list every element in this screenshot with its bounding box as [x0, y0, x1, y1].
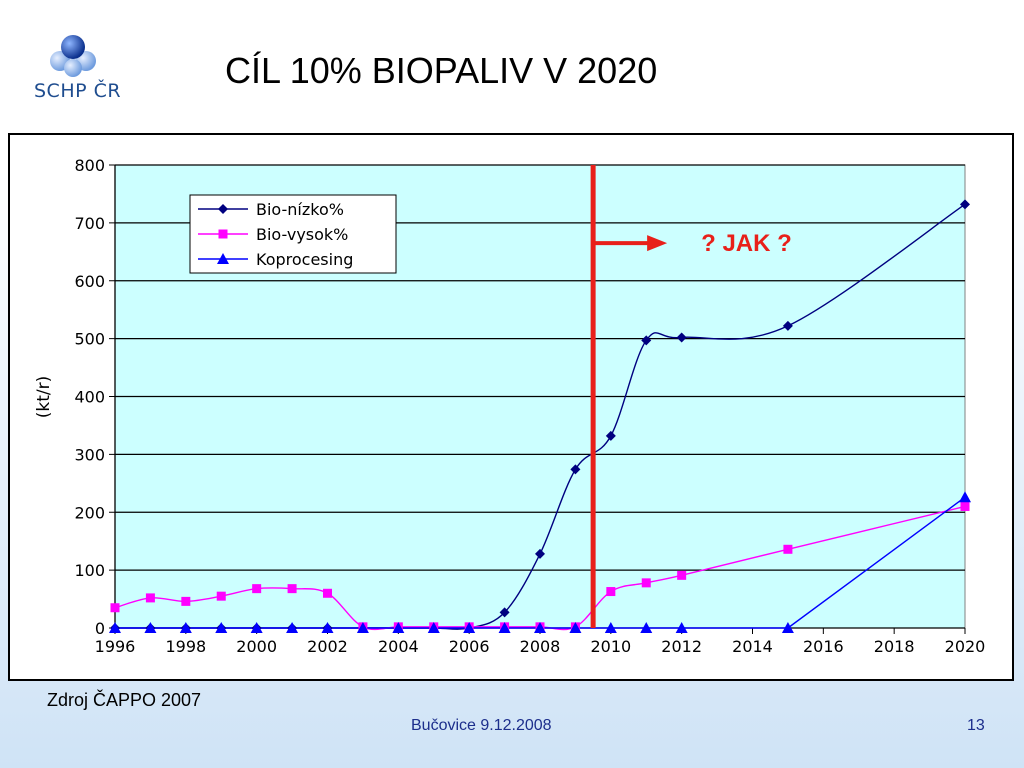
- data-point-1: [641, 578, 651, 588]
- data-point-0: [535, 548, 545, 559]
- data-point-0: [782, 320, 793, 331]
- y-tick-label: 300: [74, 445, 105, 464]
- chart-frame: 0 100 200 300 400 500 600 700 800 1996 1998 2000 200…: [8, 133, 1014, 681]
- data-point-1: [145, 593, 155, 603]
- x-tick-label: 2010: [590, 637, 631, 656]
- logo: [30, 30, 140, 110]
- y-tick-label: 800: [74, 156, 105, 175]
- data-point-2: [109, 622, 121, 633]
- logo-spheres-icon: [50, 35, 96, 77]
- y-axis-title: (kt/r): [34, 376, 54, 419]
- data-point-2: [569, 622, 582, 633]
- data-point-2: [356, 622, 369, 633]
- data-point-2: [427, 622, 440, 633]
- x-tick-label: 2014: [732, 637, 773, 656]
- source-note: Zdroj ČAPPO 2007: [47, 690, 202, 710]
- data-point-2: [179, 622, 192, 633]
- x-tick-label: 2012: [661, 637, 702, 656]
- y-tick-label: 600: [74, 272, 105, 291]
- data-point-2: [640, 622, 653, 633]
- data-point-0: [499, 607, 510, 618]
- y-tick-label: 700: [74, 214, 105, 233]
- x-tick-label: 2016: [803, 637, 844, 656]
- data-point-2: [250, 622, 263, 633]
- x-tick-label: 2000: [236, 637, 277, 656]
- data-point-1: [181, 596, 191, 606]
- x-tick-label: 1996: [95, 637, 136, 656]
- data-point-1: [287, 584, 297, 594]
- logo-text: SCHP ČR: [34, 80, 122, 102]
- data-point-1: [110, 603, 120, 613]
- y-tick-label: 100: [74, 561, 105, 580]
- data-point-2: [321, 622, 334, 633]
- legend-label: Koprocesing: [256, 250, 353, 269]
- y-tick-label: 500: [74, 330, 105, 349]
- annotation-text: ? JAK ?: [701, 230, 792, 257]
- data-point-1: [677, 570, 687, 580]
- data-point-0: [641, 335, 652, 346]
- data-point-0: [570, 464, 581, 475]
- x-tick-label: 2020: [945, 637, 986, 656]
- data-point-0: [605, 430, 616, 441]
- page-title: CÍL 10% BIOPALIV V 2020: [225, 50, 658, 91]
- data-point-1: [323, 588, 332, 598]
- data-point-2: [498, 622, 511, 633]
- x-tick-label: 1998: [165, 637, 206, 656]
- data-point-2: [215, 622, 228, 633]
- data-point-1: [252, 584, 262, 594]
- legend-swatch-marker: [217, 253, 229, 264]
- chart: 0 100 200 300 400 500 600 700 800 1996 1998 2000 200…: [34, 156, 986, 656]
- page-number: 13: [967, 717, 985, 734]
- legend: Bio-nízko% Bio-vysok% Koprocesing: [189, 194, 397, 274]
- data-point-1: [606, 587, 616, 597]
- x-tick-label: 2004: [378, 637, 419, 656]
- data-point-0: [960, 199, 970, 210]
- x-tick-label: 2008: [520, 637, 561, 656]
- data-point-2: [286, 622, 299, 633]
- data-point-2: [604, 622, 617, 633]
- data-point-2: [144, 622, 157, 633]
- legend-swatch-marker: [218, 204, 228, 214]
- y-tick-label: 200: [74, 503, 105, 522]
- data-point-1: [216, 591, 226, 601]
- data-point-2: [781, 622, 794, 633]
- legend-swatch-marker: [218, 229, 228, 239]
- data-point-2: [675, 622, 688, 633]
- x-tick-label: 2006: [449, 637, 490, 656]
- data-point-2: [463, 622, 476, 633]
- legend-label: Bio-vysok%: [256, 225, 348, 244]
- y-tick-label: 400: [74, 388, 105, 407]
- data-point-2: [534, 622, 546, 633]
- footer-location-date: Bučovice 9.12.2008: [411, 717, 552, 734]
- data-point-2: [392, 622, 405, 633]
- y-tick-label: 0: [95, 619, 105, 638]
- data-point-2: [959, 491, 971, 503]
- legend-label: Bio-nízko%: [256, 200, 344, 219]
- x-tick-label: 2002: [307, 637, 348, 656]
- data-point-0: [676, 332, 687, 343]
- data-point-1: [960, 501, 970, 511]
- x-tick-label: 2018: [874, 637, 915, 656]
- arrow-head-icon: [647, 235, 668, 252]
- data-point-1: [783, 544, 793, 554]
